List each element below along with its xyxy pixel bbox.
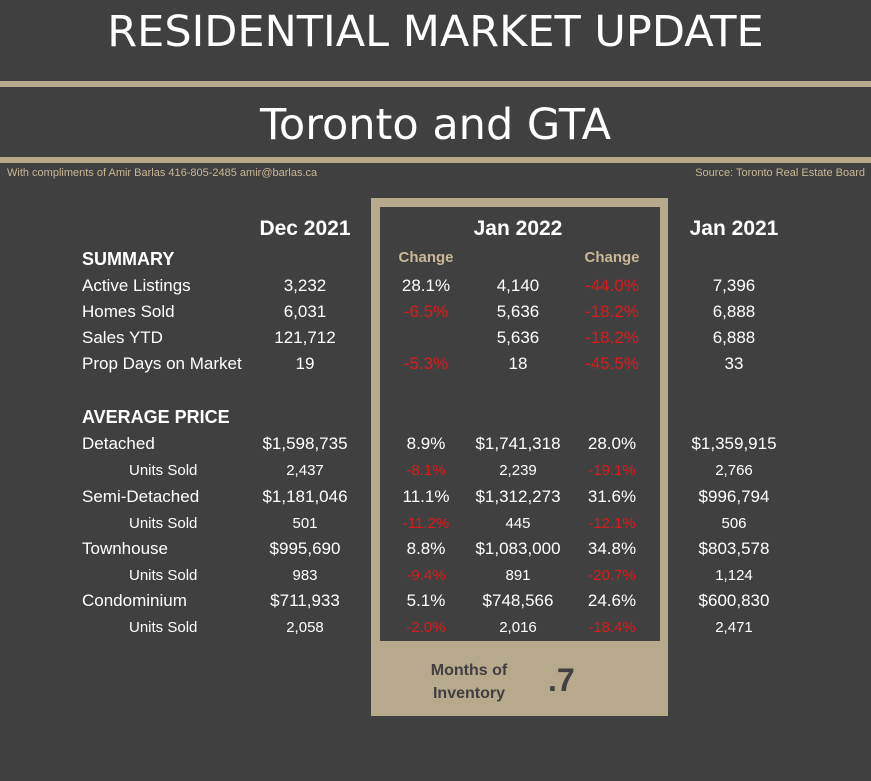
cell-change-month: -6.5% xyxy=(403,302,449,321)
cell-jan-2022: 891 xyxy=(505,567,531,584)
cell-change-year: 31.6% xyxy=(587,487,637,506)
cell-jan-2021: 33 xyxy=(724,354,744,373)
page-subtitle: Toronto and GTA xyxy=(259,100,612,150)
column-header-jan-2022: Jan 2022 xyxy=(473,217,563,240)
source-line: Source: Toronto Real Estate Board xyxy=(695,167,865,179)
cell-jan-2022: $1,741,318 xyxy=(475,434,561,453)
cell-change-year: 34.8% xyxy=(587,539,637,558)
cell-change-year: -45.5% xyxy=(585,354,639,373)
header-divider-top xyxy=(0,81,871,87)
cell-jan-2021: 2,471 xyxy=(715,619,753,636)
cell-dec-2021: 121,712 xyxy=(274,328,336,347)
cell-jan-2022: 2,239 xyxy=(499,462,537,479)
cell-jan-2021: $996,794 xyxy=(698,487,770,506)
cell-jan-2022: $748,566 xyxy=(482,591,554,610)
cell-dec-2021: 6,031 xyxy=(283,302,327,321)
cell-change-month: 5.1% xyxy=(406,591,446,610)
cell-dec-2021: $995,690 xyxy=(269,539,341,558)
cell-change-year: -19.1% xyxy=(588,462,636,479)
cell-jan-2021: 7,396 xyxy=(712,276,756,295)
cell-jan-2021: $803,578 xyxy=(698,539,770,558)
cell-dec-2021: 983 xyxy=(292,567,318,584)
cell-dec-2021: 3,232 xyxy=(283,276,327,295)
cell-jan-2021: $1,359,915 xyxy=(691,434,777,453)
column-header-jan-2021: Jan 2021 xyxy=(689,217,779,240)
cell-change-year: 24.6% xyxy=(587,591,637,610)
cell-change-year: -44.0% xyxy=(585,276,639,295)
cell-dec-2021: $711,933 xyxy=(270,591,340,610)
header-divider-bottom xyxy=(0,157,871,163)
column-header-dec-2021: Dec 2021 xyxy=(259,217,351,240)
section-summary: SUMMARY xyxy=(82,249,175,269)
months-of-inventory-value: .7 xyxy=(548,662,575,698)
cell-dec-2021: 2,437 xyxy=(286,462,324,479)
cell-change-month: -2.0% xyxy=(406,619,446,636)
row-label: Active Listings xyxy=(82,276,191,295)
cell-jan-2022: $1,312,273 xyxy=(475,487,561,506)
cell-dec-2021: $1,598,735 xyxy=(262,434,348,453)
cell-jan-2022: 2,016 xyxy=(499,619,537,636)
cell-jan-2022: 5,636 xyxy=(496,328,540,347)
cell-jan-2022: 18 xyxy=(508,354,528,373)
cell-change-year: -20.7% xyxy=(588,567,636,584)
cell-jan-2021: 506 xyxy=(721,515,747,532)
cell-jan-2022: 4,140 xyxy=(496,276,540,295)
row-label: Condominium xyxy=(82,591,187,610)
cell-change-month: 8.8% xyxy=(406,539,446,558)
credit-line: With compliments of Amir Barlas 416-805-… xyxy=(7,167,318,179)
cell-change-month: 8.9% xyxy=(406,434,446,453)
cell-dec-2021: 2,058 xyxy=(286,619,324,636)
row-label: Sales YTD xyxy=(82,328,163,347)
cell-change-year: -18.2% xyxy=(585,302,639,321)
cell-dec-2021: 19 xyxy=(295,354,315,373)
cell-change-month: -8.1% xyxy=(406,462,446,479)
cell-jan-2021: 6,888 xyxy=(712,302,756,321)
cell-change-month: -11.2% xyxy=(402,515,450,532)
row-label: Prop Days on Market xyxy=(82,354,242,373)
cell-jan-2021: 6,888 xyxy=(712,328,756,347)
section-average-price: AVERAGE PRICE xyxy=(82,407,230,427)
cell-change-year: -12.1% xyxy=(588,515,636,532)
months-of-inventory-label: Months of Inventory xyxy=(430,662,508,702)
row-label: Units Sold xyxy=(129,619,198,636)
cell-jan-2022: 445 xyxy=(505,515,531,532)
row-label: Semi-Detached xyxy=(82,487,200,506)
cell-dec-2021: 501 xyxy=(292,515,318,532)
row-label: Units Sold xyxy=(129,462,198,479)
cell-jan-2021: $600,830 xyxy=(698,591,770,610)
row-label: Units Sold xyxy=(129,567,198,584)
row-label: Homes Sold xyxy=(82,302,175,321)
cell-change-year: 28.0% xyxy=(587,434,637,453)
cell-dec-2021: $1,181,046 xyxy=(262,487,348,506)
jan-2022-panel xyxy=(380,207,660,641)
row-label: Detached xyxy=(82,434,155,453)
page-title: RESIDENTIAL MARKET UPDATE xyxy=(107,7,764,57)
column-header-change-month: Change xyxy=(398,249,454,266)
column-header-change-year: Change xyxy=(584,249,640,266)
row-label: Units Sold xyxy=(129,515,198,532)
cell-change-year: -18.2% xyxy=(585,328,639,347)
cell-jan-2022: 5,636 xyxy=(496,302,540,321)
cell-change-month: -5.3% xyxy=(403,354,449,373)
cell-change-month: 11.1% xyxy=(402,487,450,506)
cell-jan-2021: 2,766 xyxy=(715,462,753,479)
cell-jan-2022: $1,083,000 xyxy=(475,539,561,558)
row-label: Townhouse xyxy=(82,539,169,558)
cell-change-month: -9.4% xyxy=(406,567,446,584)
cell-change-year: -18.4% xyxy=(588,619,636,636)
cell-change-month: 28.1% xyxy=(401,276,451,295)
cell-jan-2021: 1,124 xyxy=(715,567,753,584)
